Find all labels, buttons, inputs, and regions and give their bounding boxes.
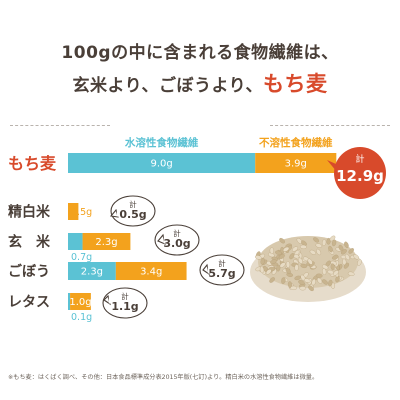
total-badge bbox=[334, 147, 386, 199]
total-bubble-joint bbox=[116, 211, 120, 217]
bar-soluble bbox=[68, 153, 256, 173]
heading-line-2: 玄米より、ごぼうより、もち麦 bbox=[0, 68, 400, 98]
total-bubble-joint bbox=[108, 297, 112, 304]
total-bubble bbox=[102, 287, 148, 319]
category-label: 精白米 bbox=[8, 204, 51, 221]
fiber-chart: 水溶性食物繊維 不溶性食物繊維 もち麦 9.0g 3.9g 精白米 0.5g 玄 米 2.3g… bbox=[8, 136, 386, 323]
heading-line-1: 100gの中に含まれる食物繊維は、 bbox=[61, 43, 339, 63]
divider-right bbox=[270, 125, 390, 126]
grain-pile-photo bbox=[250, 235, 366, 302]
footnote: ※もち麦：はくばく調べ、その他：日本食品標準成分表2015年版(七訂)より。精白… bbox=[8, 374, 319, 381]
bar-soluble bbox=[68, 233, 83, 250]
total-bubble bbox=[199, 254, 245, 286]
bar-soluble bbox=[68, 293, 71, 310]
total-prefix: 計 bbox=[121, 291, 129, 301]
category-label: 玄 米 bbox=[8, 234, 51, 251]
data-label-insoluble: 0.5g bbox=[71, 207, 92, 218]
heading-accent: もち麦 bbox=[262, 72, 328, 96]
total-bubble-joint bbox=[163, 236, 167, 244]
data-label-soluble: 0.1g bbox=[71, 312, 92, 323]
category-label: レタス bbox=[8, 295, 50, 311]
total-value: 1.1g bbox=[111, 300, 138, 313]
total-bubble bbox=[110, 195, 156, 227]
total-prefix: 計 bbox=[218, 258, 226, 268]
bar-insoluble bbox=[82, 233, 131, 250]
category-label: もち麦 bbox=[8, 154, 57, 173]
data-label-soluble: 9.0g bbox=[150, 159, 172, 170]
data-label-soluble: 0.7g bbox=[71, 252, 92, 263]
data-label-insoluble: 1.0g bbox=[69, 297, 91, 308]
divider-left bbox=[10, 125, 110, 126]
category-label: ごぼう bbox=[8, 263, 50, 280]
bar-insoluble bbox=[68, 203, 79, 220]
total-value: 3.0g bbox=[163, 237, 190, 250]
total-bubble bbox=[154, 224, 200, 256]
data-label-insoluble: 3.4g bbox=[140, 267, 162, 278]
bar-insoluble bbox=[115, 262, 187, 280]
total-prefix: 計 bbox=[129, 199, 137, 209]
total-prefix: 計 bbox=[173, 228, 181, 238]
total-value: 5.7g bbox=[208, 267, 235, 280]
total-badge-tail bbox=[327, 160, 337, 172]
bar-insoluble bbox=[70, 293, 91, 310]
bar-insoluble bbox=[255, 153, 337, 173]
legend-soluble: 水溶性食物繊維 bbox=[124, 136, 199, 149]
bar-soluble bbox=[68, 262, 116, 280]
data-label-insoluble: 3.9g bbox=[285, 159, 307, 170]
total-prefix: 計 bbox=[355, 153, 364, 165]
total-bubble-joint bbox=[207, 266, 211, 274]
legend-insoluble: 不溶性食物繊維 bbox=[259, 136, 333, 149]
data-label-soluble: 2.3g bbox=[81, 267, 103, 278]
heading-line-2-prefix: 玄米より、ごぼうより、 bbox=[72, 76, 263, 96]
total-value: 0.5g bbox=[119, 208, 146, 221]
data-label-insoluble: 2.3g bbox=[95, 237, 117, 248]
total-value: 12.9g bbox=[336, 167, 384, 185]
